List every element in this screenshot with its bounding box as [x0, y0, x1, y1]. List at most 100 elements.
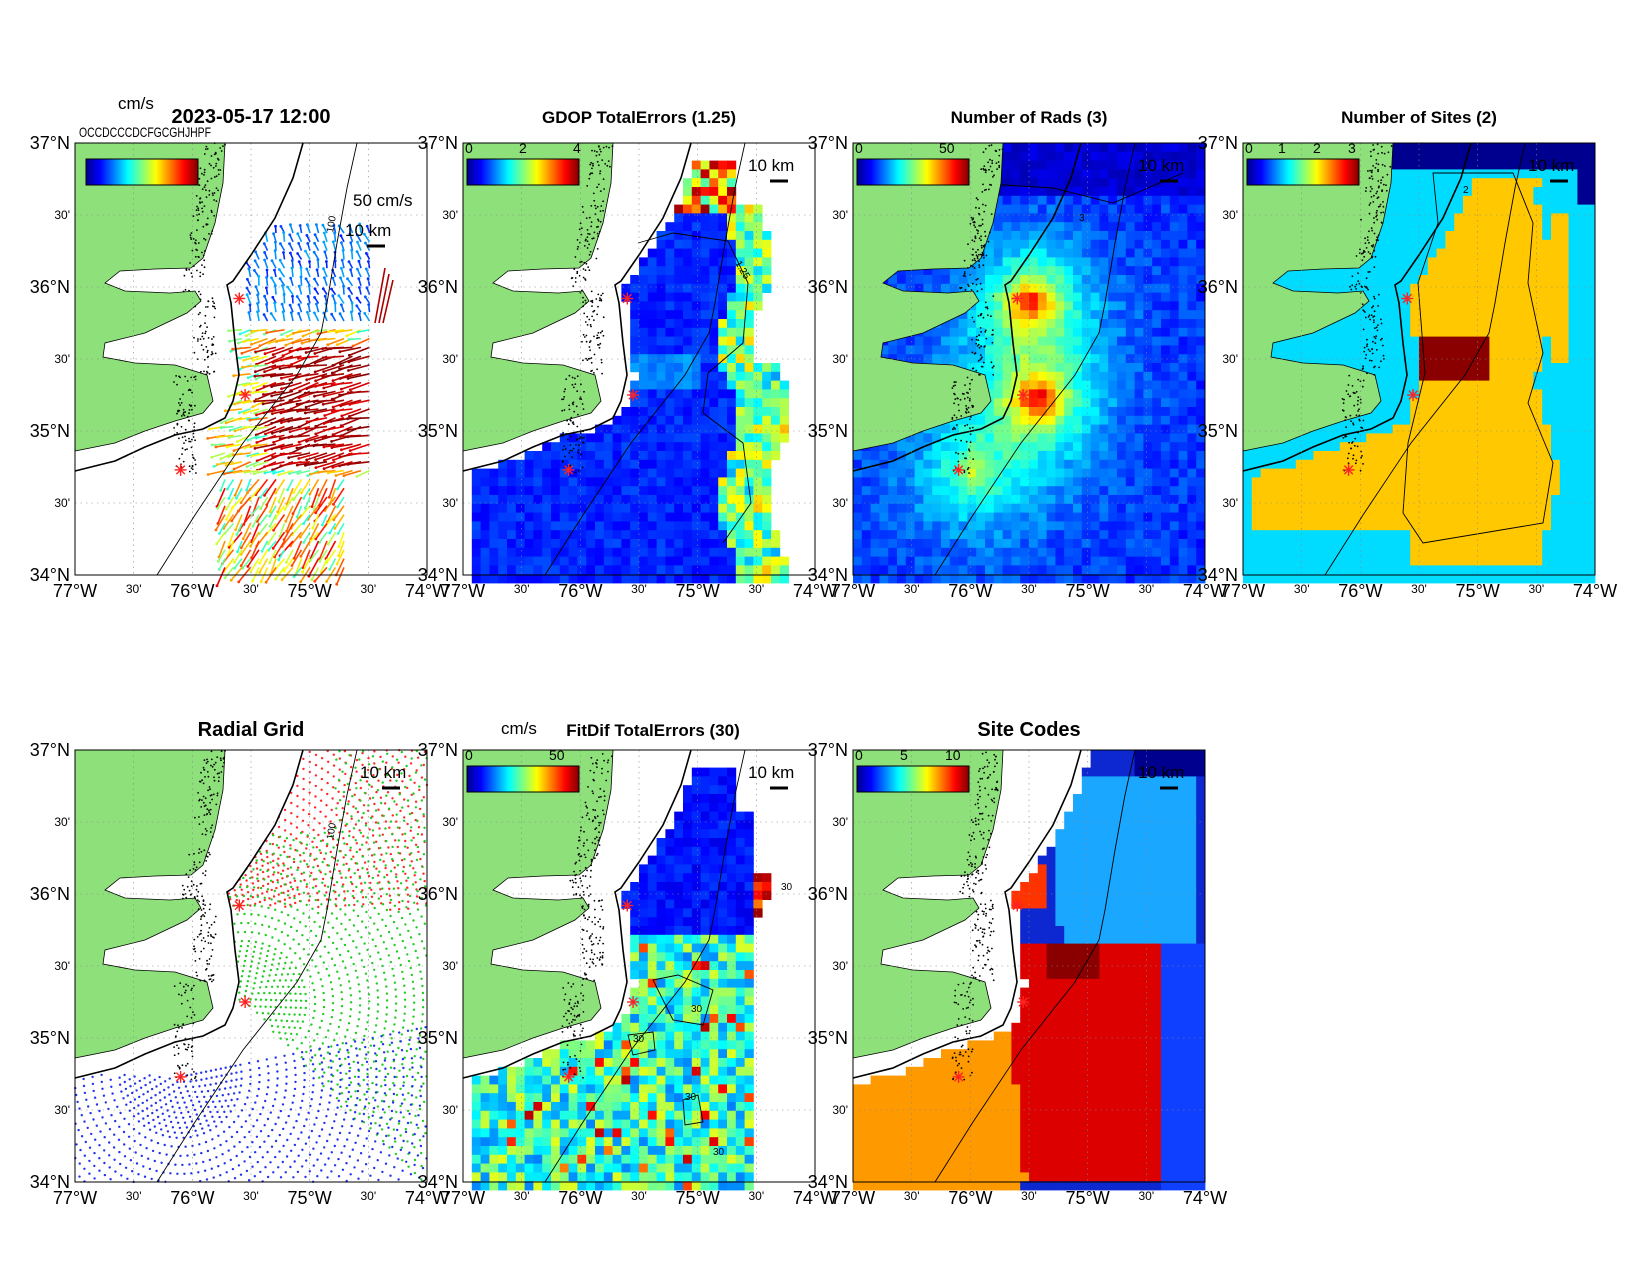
rads-cell — [1037, 310, 1047, 320]
sites-cell — [1295, 354, 1305, 364]
sites-cell — [1498, 169, 1508, 179]
rads-cell — [1055, 565, 1065, 575]
current-vector — [314, 408, 336, 414]
rads-cell — [1134, 521, 1144, 531]
gdop-cell — [551, 521, 561, 531]
gdop-cell — [559, 433, 569, 443]
gdop-cell — [647, 389, 657, 399]
gdop-cell — [551, 565, 561, 575]
current-vector — [279, 278, 286, 287]
sites-cell — [1551, 204, 1561, 214]
rads-cell — [993, 574, 1003, 584]
rads-cell — [967, 451, 977, 461]
current-vector — [240, 531, 252, 549]
rads-cell — [1037, 433, 1047, 443]
current-vector — [217, 434, 234, 438]
gdop-cell — [489, 547, 499, 557]
rads-cell — [1020, 275, 1030, 285]
sites-cell — [1375, 336, 1385, 346]
rads-cell — [1196, 266, 1206, 276]
current-vector — [288, 434, 311, 439]
gdop-cell — [700, 257, 710, 267]
gdop-cell — [691, 407, 701, 417]
rads-cell — [985, 459, 995, 469]
current-vector — [253, 425, 268, 431]
gdop-cell — [630, 486, 640, 496]
current-vector — [234, 469, 251, 474]
gdop-cell — [762, 574, 772, 584]
gdop-cell — [700, 459, 710, 469]
sites-cell — [1551, 195, 1561, 205]
sites-cell — [1507, 371, 1517, 381]
rads-cell — [1029, 248, 1039, 258]
sites-cell — [1515, 275, 1525, 285]
rads-cell — [853, 459, 863, 469]
rads-cell — [1196, 398, 1206, 408]
rads-cell — [1152, 477, 1162, 487]
gdop-cell — [568, 547, 578, 557]
gdop-cell — [691, 213, 701, 223]
current-vector — [224, 566, 235, 579]
rads-cell — [1081, 239, 1091, 249]
rads-cell — [958, 266, 968, 276]
rads-cell — [1108, 231, 1118, 241]
gdop-cell — [551, 512, 561, 522]
rads-cell — [1196, 222, 1206, 232]
gdop-cell — [735, 222, 745, 232]
rads-cell — [967, 424, 977, 434]
rads-cell — [976, 319, 986, 329]
rads-cell — [1178, 187, 1188, 197]
rads-cell — [1117, 292, 1127, 302]
rads-cell — [1125, 521, 1135, 531]
gdop-cell — [718, 187, 728, 197]
gdop-cell — [551, 477, 561, 487]
rads-cell — [967, 415, 977, 425]
gdop-cell — [647, 451, 657, 461]
rads-cell — [879, 442, 889, 452]
rads-cell — [1081, 204, 1091, 214]
sites-cell — [1533, 239, 1543, 249]
gdop-cell — [683, 213, 693, 223]
gdop-cell — [639, 310, 649, 320]
current-vector — [347, 434, 370, 438]
gdop-cell — [559, 459, 569, 469]
sites-cell — [1586, 248, 1596, 258]
gdop-cell — [718, 486, 728, 496]
rads-cell — [1037, 468, 1047, 478]
rads-cell — [1134, 345, 1144, 355]
rads-cell — [1081, 275, 1091, 285]
sites-cell — [1383, 363, 1393, 373]
current-vector — [265, 443, 285, 452]
rads-cell — [1002, 187, 1012, 197]
sites-cell — [1480, 195, 1490, 205]
rads-cell — [1011, 275, 1021, 285]
colorbar-unit: cm/s — [118, 94, 154, 113]
radar-site-marker — [1011, 292, 1024, 305]
gdop-cell — [595, 521, 605, 531]
rads-cell — [1134, 151, 1144, 161]
current-vector — [234, 514, 243, 531]
gdop-cell — [683, 407, 693, 417]
rads-cell — [1169, 380, 1179, 390]
gdop-cell — [586, 486, 596, 496]
gdop-cell — [691, 565, 701, 575]
rads-cell — [1029, 415, 1039, 425]
current-vector — [263, 478, 277, 496]
rads-cell — [1073, 380, 1083, 390]
sites-cell — [1524, 257, 1534, 267]
rads-cell — [1020, 292, 1030, 302]
rads-cell — [993, 459, 1003, 469]
rads-cell — [941, 495, 951, 505]
gdop-cell — [735, 539, 745, 549]
gdop-cell — [700, 239, 710, 249]
rads-cell — [1134, 310, 1144, 320]
rads-cell — [941, 275, 951, 285]
sites-cell — [1375, 310, 1385, 320]
sites-cell — [1507, 239, 1517, 249]
current-vector — [247, 549, 260, 567]
current-vector — [281, 355, 302, 361]
sites-cell — [1568, 398, 1578, 408]
sites-cell — [1586, 239, 1596, 249]
rads-cell — [1002, 442, 1012, 452]
rads-cell — [993, 380, 1003, 390]
